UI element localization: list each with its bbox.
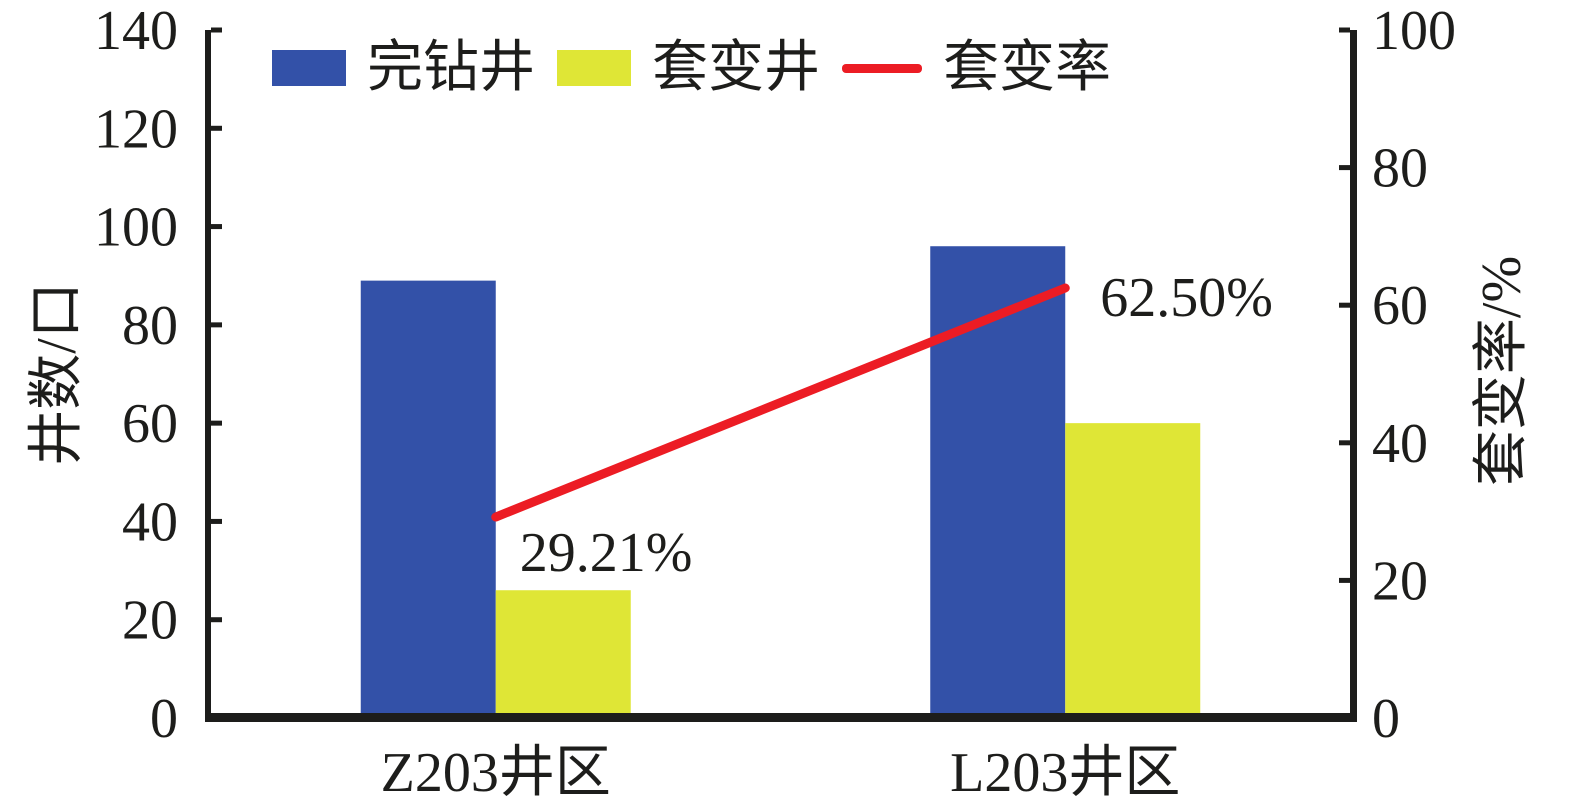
right-axis-tick	[1339, 440, 1350, 446]
casing-deformation-bar	[495, 590, 631, 718]
left-axis-tick	[211, 27, 222, 33]
left-axis-tick-label: 20	[122, 590, 178, 652]
x-axis-category-label: Z203井区	[381, 742, 611, 804]
left-axis-tick-label: 120	[94, 98, 178, 160]
legend-label-completed-wells: 完钻井	[367, 37, 535, 99]
deformation-rate-point-label: 62.50%	[1100, 267, 1273, 329]
casing-deformation-bar	[1065, 423, 1201, 718]
right-axis-tick	[1339, 27, 1350, 33]
left-axis-tick	[211, 420, 222, 426]
legend-item-deformation-rate: 套变率	[842, 40, 1111, 96]
left-axis-tick-label: 40	[122, 491, 178, 553]
left-axis-tick	[211, 617, 222, 623]
legend-item-casing-deformation-wells: 套变井	[557, 40, 820, 96]
right-axis-tick-label: 80	[1372, 138, 1428, 200]
right-axis-tick-label: 100	[1372, 0, 1456, 62]
legend: 完钻井 套变井 套变率	[272, 33, 1111, 103]
legend-item-completed-wells: 完钻井	[272, 40, 535, 96]
completed-wells-bar	[930, 246, 1066, 718]
left-axis-tick	[211, 518, 222, 524]
right-axis-tick	[1339, 302, 1350, 308]
right-axis-line	[1350, 30, 1357, 722]
right-axis-tick-label: 20	[1372, 550, 1428, 612]
left-axis-tick	[211, 125, 222, 131]
right-axis-tick-label: 0	[1372, 688, 1400, 750]
right-axis-title: 套变率/%	[1471, 255, 1533, 487]
deformation-rate-point-label: 29.21%	[520, 522, 693, 584]
legend-label-casing-deformation-wells: 套变井	[652, 37, 820, 99]
left-axis-tick-label: 0	[150, 688, 178, 750]
left-axis-title: 井数/口	[26, 282, 88, 466]
left-axis-tick-label: 60	[122, 393, 178, 455]
deformation-rate-line	[491, 283, 1070, 522]
left-axis-tick-label: 140	[94, 0, 178, 62]
left-axis-tick	[211, 224, 222, 230]
left-axis-line	[205, 30, 211, 722]
x-axis-category-label: L203井区	[950, 742, 1180, 804]
left-axis-tick-label: 100	[94, 197, 178, 259]
right-axis-tick	[1339, 165, 1350, 171]
right-axis-tick-label: 40	[1372, 413, 1428, 475]
right-axis-tick	[1339, 577, 1350, 583]
casing-deformation-wells-swatch	[557, 50, 631, 86]
left-axis-tick	[211, 322, 222, 328]
left-axis-tick-label: 80	[122, 295, 178, 357]
completed-wells-swatch	[272, 50, 346, 86]
x-axis-line	[205, 713, 1357, 722]
deformation-rate-line-swatch	[842, 63, 922, 73]
right-axis-tick-label: 60	[1372, 275, 1428, 337]
completed-wells-bar	[360, 280, 496, 718]
legend-label-deformation-rate: 套变率	[943, 37, 1111, 99]
